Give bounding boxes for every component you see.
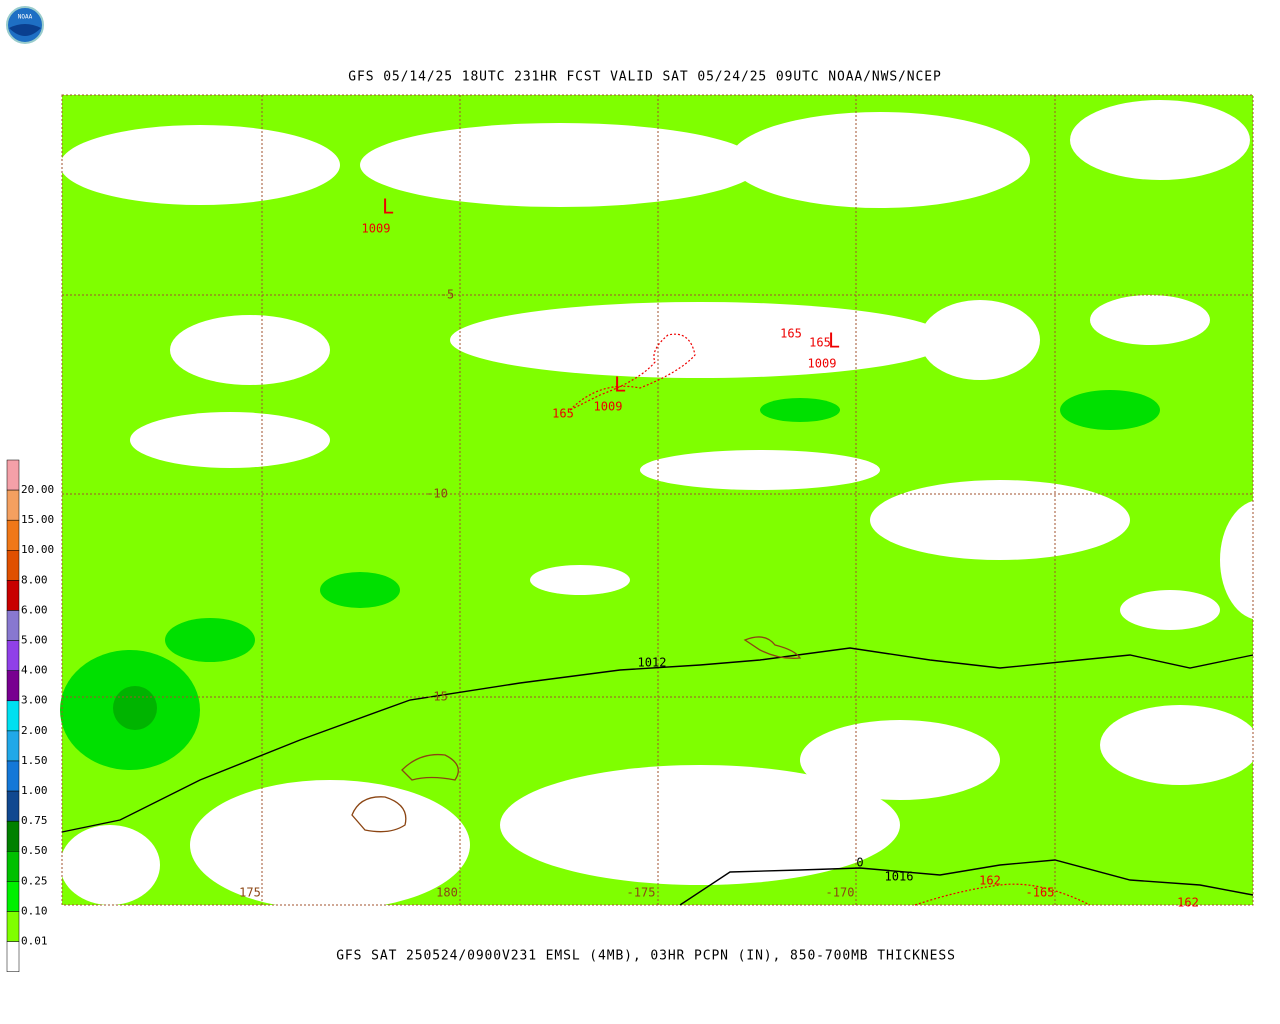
logo-text: NOAA [18, 14, 33, 21]
low-marker: L [614, 373, 626, 397]
colorbar-swatch [6, 760, 20, 792]
colorbar-label: 0.01 [21, 935, 48, 948]
lat-label: -10 [426, 487, 448, 501]
low-marker: L [828, 329, 840, 353]
colorbar-label: 5.00 [21, 634, 48, 647]
contour-label: 1009 [808, 357, 837, 371]
contour-label: 1012 [638, 656, 667, 670]
map-title: GFS 05/14/25 18UTC 231HR FCST VALID SAT … [348, 70, 941, 85]
contour-label: 162 [1177, 896, 1199, 910]
colorbar-label: 3.00 [21, 694, 48, 707]
contour-label: 1009 [594, 400, 623, 414]
colorbar-swatch [6, 640, 20, 671]
colorbar-swatch [6, 911, 20, 942]
lon-label: 175 [239, 886, 261, 900]
grid [61, 94, 1254, 906]
precip-field [60, 95, 1280, 910]
contour-label: 1016 [885, 870, 914, 884]
colorbar-swatch [6, 851, 20, 882]
colorbar-label: 0.75 [21, 814, 48, 827]
colorbar-label: 2.00 [21, 724, 48, 737]
colorbar-label: 4.00 [21, 664, 48, 677]
colorbar-label: 0.50 [21, 844, 48, 857]
colorbar-swatch [6, 790, 20, 822]
colorbar-swatch [6, 610, 20, 641]
colorbar-label: 0.10 [21, 904, 48, 917]
colorbar-swatch [6, 580, 20, 611]
colorbar-label: 15.00 [21, 513, 54, 526]
lon-label: -170 [826, 886, 855, 900]
colorbar-swatch [6, 881, 20, 912]
colorbar-label: 1.00 [21, 784, 48, 797]
contour-label: 165 [809, 336, 831, 350]
lat-label: -15 [426, 690, 448, 704]
colorbar-label: 8.00 [21, 573, 48, 586]
contour-label: 162 [979, 874, 1001, 888]
contours [61, 333, 1254, 906]
noaa-logo: NOAA [6, 6, 44, 44]
colorbar-swatch [6, 519, 20, 551]
colorbar-swatch [6, 700, 20, 732]
contour-label: 165 [780, 327, 802, 341]
contour-label: 165 [552, 407, 574, 421]
colorbar-label: 10.00 [21, 543, 54, 556]
low-marker: L [382, 195, 394, 219]
lat-label: -5 [440, 288, 454, 302]
colorbar-label: 0.25 [21, 874, 48, 887]
colorbar-swatch [6, 670, 20, 702]
contour-label: 1009 [362, 222, 391, 236]
contour-label: -165 [1026, 886, 1055, 900]
lon-label: 180 [436, 886, 458, 900]
colorbar-label: 6.00 [21, 603, 48, 616]
contour-label: 0 [856, 856, 863, 870]
colorbar-label: 1.50 [21, 754, 48, 767]
colorbar-swatch [6, 730, 20, 762]
labels: 175 180 -175 -170 -5 -10 -15 L L L 1009 1009 1009 165… [239, 195, 1199, 910]
colorbar-swatch [6, 941, 20, 972]
colorbar-swatch [6, 820, 20, 852]
colorbar-swatch [6, 459, 20, 491]
colorbar-swatch [6, 550, 20, 581]
colorbar-label: 20.00 [21, 483, 54, 496]
colorbar: 20.00 15.00 10.00 8.00 6.00 5.00 4.00 3.00 2.00 1… [6, 459, 54, 972]
lon-label: -175 [627, 886, 656, 900]
colorbar-swatch [6, 489, 20, 521]
map-caption: GFS SAT 250524/0900V231 EMSL (4MB), 03HR… [336, 949, 956, 964]
